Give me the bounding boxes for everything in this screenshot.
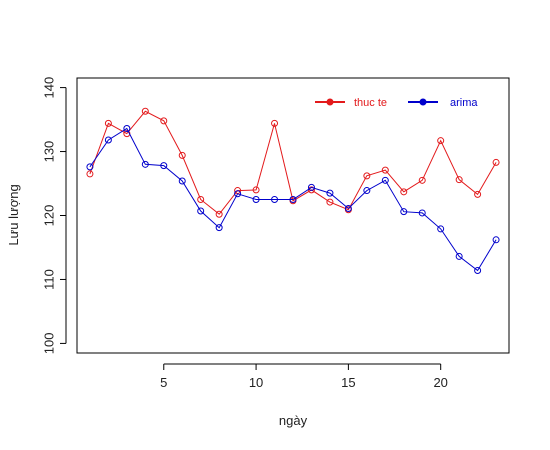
data-point [141, 160, 149, 168]
data-point [104, 136, 112, 144]
data-point [197, 196, 205, 204]
data-point [86, 170, 94, 178]
data-point [215, 224, 223, 232]
data-point [474, 190, 482, 198]
legend-label: thuc te [354, 97, 387, 109]
y-tick-label: 140 [41, 77, 56, 99]
x-tick-label: 20 [433, 375, 447, 390]
x-tick-label: 15 [341, 375, 355, 390]
axes: 5 10 15 20 100 110 120 130 140 [41, 77, 447, 390]
legend-label: arima [450, 97, 478, 109]
data-point [492, 236, 500, 244]
data-point [178, 177, 186, 185]
data-point [160, 162, 168, 170]
data-point [197, 207, 205, 215]
data-point [271, 119, 279, 127]
series-thuc-te [86, 107, 500, 218]
y-axis-title: Lưu lượng [6, 184, 21, 245]
y-tick-label: 130 [41, 141, 56, 163]
legend: thuc te arima [315, 97, 478, 109]
series-line [89, 110, 497, 215]
legend-item: thuc te [315, 97, 387, 109]
series-arima [86, 125, 500, 274]
data-point [86, 163, 94, 171]
data-point [363, 187, 371, 195]
data-point [307, 183, 315, 191]
y-tick-label: 120 [41, 205, 56, 227]
legend-item: arima [408, 97, 478, 109]
data-point [234, 190, 242, 198]
data-point [326, 189, 334, 197]
data-point [252, 186, 260, 194]
data-point [344, 204, 352, 212]
data-point [492, 158, 500, 166]
legend-marker [326, 98, 334, 106]
plot-frame [76, 77, 510, 354]
data-point [437, 137, 445, 145]
x-tick-label: 10 [249, 375, 263, 390]
y-tick-label: 110 [41, 269, 56, 290]
data-point [400, 188, 408, 196]
data-point [289, 196, 297, 204]
data-point [178, 151, 186, 159]
data-point [400, 208, 408, 216]
data-point [215, 210, 223, 218]
data-point [104, 119, 112, 127]
x-tick-label: 5 [160, 375, 167, 390]
data-point [474, 267, 482, 274]
data-point [437, 225, 445, 233]
legend-marker [419, 98, 427, 106]
data-point [363, 172, 371, 180]
data-point [381, 166, 389, 174]
x-axis-title: ngày [279, 413, 308, 428]
data-point [252, 196, 260, 204]
data-point [326, 198, 334, 206]
data-point [418, 209, 426, 217]
data-point [455, 252, 463, 260]
data-point [141, 107, 149, 115]
series-line [89, 127, 497, 272]
series-layer [86, 107, 500, 274]
data-point [160, 117, 168, 125]
y-tick-label: 100 [41, 333, 56, 355]
data-point [381, 176, 389, 184]
data-point [455, 176, 463, 184]
data-point [123, 125, 131, 133]
data-point [271, 196, 279, 204]
data-point [418, 176, 426, 184]
